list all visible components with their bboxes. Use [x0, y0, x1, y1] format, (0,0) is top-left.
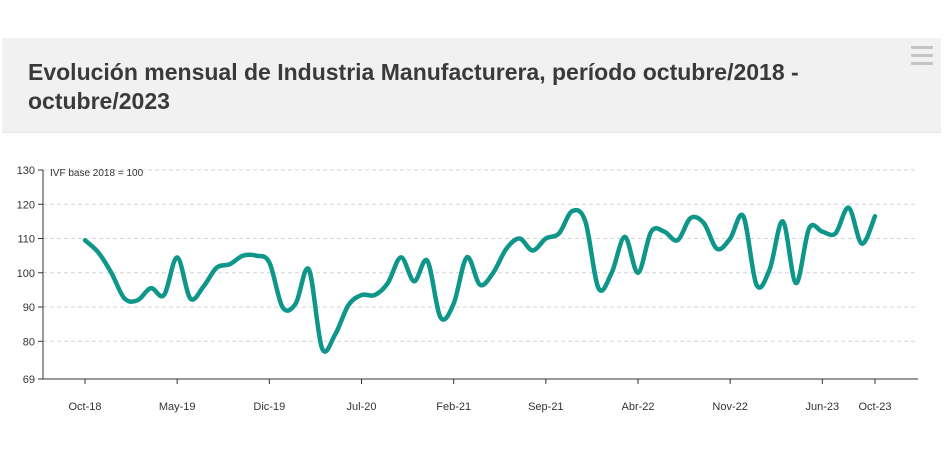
data-point [136, 298, 140, 302]
menu-line [911, 46, 933, 49]
chart-title: Evolución mensual de Industria Manufactu… [28, 59, 799, 114]
data-point [702, 221, 706, 225]
data-point [504, 247, 508, 251]
x-tick-label: Abr-22 [621, 401, 654, 413]
data-point [597, 286, 601, 290]
data-point [267, 261, 271, 265]
y-tick-label: 90 [23, 302, 35, 314]
data-point [123, 296, 127, 300]
data-point [149, 286, 153, 290]
data-point [781, 219, 785, 223]
data-point [755, 283, 759, 287]
y-tick-label: 80 [23, 336, 35, 348]
line-chart: 69 80 90 100 110 120 130 Oct-18 May-19 Dic-19 Jul-… [17, 165, 918, 413]
x-tick-label: Oct-18 [68, 401, 101, 413]
y-tick-label: 130 [17, 165, 35, 177]
data-point [465, 255, 469, 259]
data-point [346, 303, 350, 307]
data-point [728, 237, 732, 241]
data-point [241, 254, 245, 258]
data-point [109, 271, 113, 275]
data-point [689, 216, 693, 220]
menu-line [911, 62, 933, 65]
data-point [860, 242, 864, 246]
y-tick-label: 110 [17, 234, 35, 246]
data-point [228, 262, 232, 266]
x-tick-label: Oct-23 [858, 401, 891, 413]
data-point [96, 250, 100, 254]
data-point [215, 266, 219, 270]
x-tick-label: Feb-21 [436, 401, 471, 413]
data-point [610, 271, 614, 275]
data-point [715, 247, 719, 251]
data-point [478, 283, 482, 287]
data-point [439, 315, 443, 319]
data-point [360, 293, 364, 297]
data-point [768, 267, 772, 271]
x-tick-label: Jul-20 [347, 401, 377, 413]
data-point [531, 249, 535, 253]
hamburger-menu-icon[interactable] [911, 46, 933, 65]
data-point [425, 259, 429, 263]
data-point [386, 281, 390, 285]
data-point [570, 209, 574, 213]
data-point [320, 346, 324, 350]
x-tick-label: May-19 [159, 401, 196, 413]
data-point [649, 230, 653, 234]
chart-header: Evolución mensual de Industria Manufactu… [2, 38, 941, 133]
data-point [491, 271, 495, 275]
x-tick-label: Sep-21 [528, 401, 563, 413]
data-point [373, 293, 377, 297]
data-point [202, 284, 206, 288]
x-tick-label: Jun-23 [806, 401, 840, 413]
data-point [676, 238, 680, 242]
data-point [452, 302, 456, 306]
data-point [333, 332, 337, 336]
data-point [254, 254, 258, 258]
data-point [847, 206, 851, 210]
data-point [307, 267, 311, 271]
y-tick-label: 69 [23, 374, 35, 386]
data-point [583, 219, 587, 223]
data-point [281, 305, 285, 309]
menu-line [911, 54, 933, 57]
data-point [544, 237, 548, 241]
data-point [188, 296, 192, 300]
data-point [623, 235, 627, 239]
data-point [820, 230, 824, 234]
data-point [399, 255, 403, 259]
x-tick-label: Nov-22 [712, 401, 747, 413]
x-tick-label: Dic-19 [253, 401, 285, 413]
data-point [873, 214, 877, 218]
data-point [636, 271, 640, 275]
data-point [83, 238, 87, 242]
data-point [162, 293, 166, 297]
data-point [175, 255, 179, 259]
data-point [412, 279, 416, 283]
y-tick-label: 100 [17, 268, 35, 280]
data-point [294, 302, 298, 306]
data-point [518, 237, 522, 241]
data-point [794, 281, 798, 285]
data-point [662, 230, 666, 234]
data-point [807, 226, 811, 230]
y-axis-label: IVF base 2018 = 100 [50, 168, 144, 179]
data-point [741, 214, 745, 218]
y-tick-label: 120 [17, 199, 35, 211]
series-line [82, 205, 878, 354]
data-point [834, 231, 838, 235]
data-point [557, 231, 561, 235]
